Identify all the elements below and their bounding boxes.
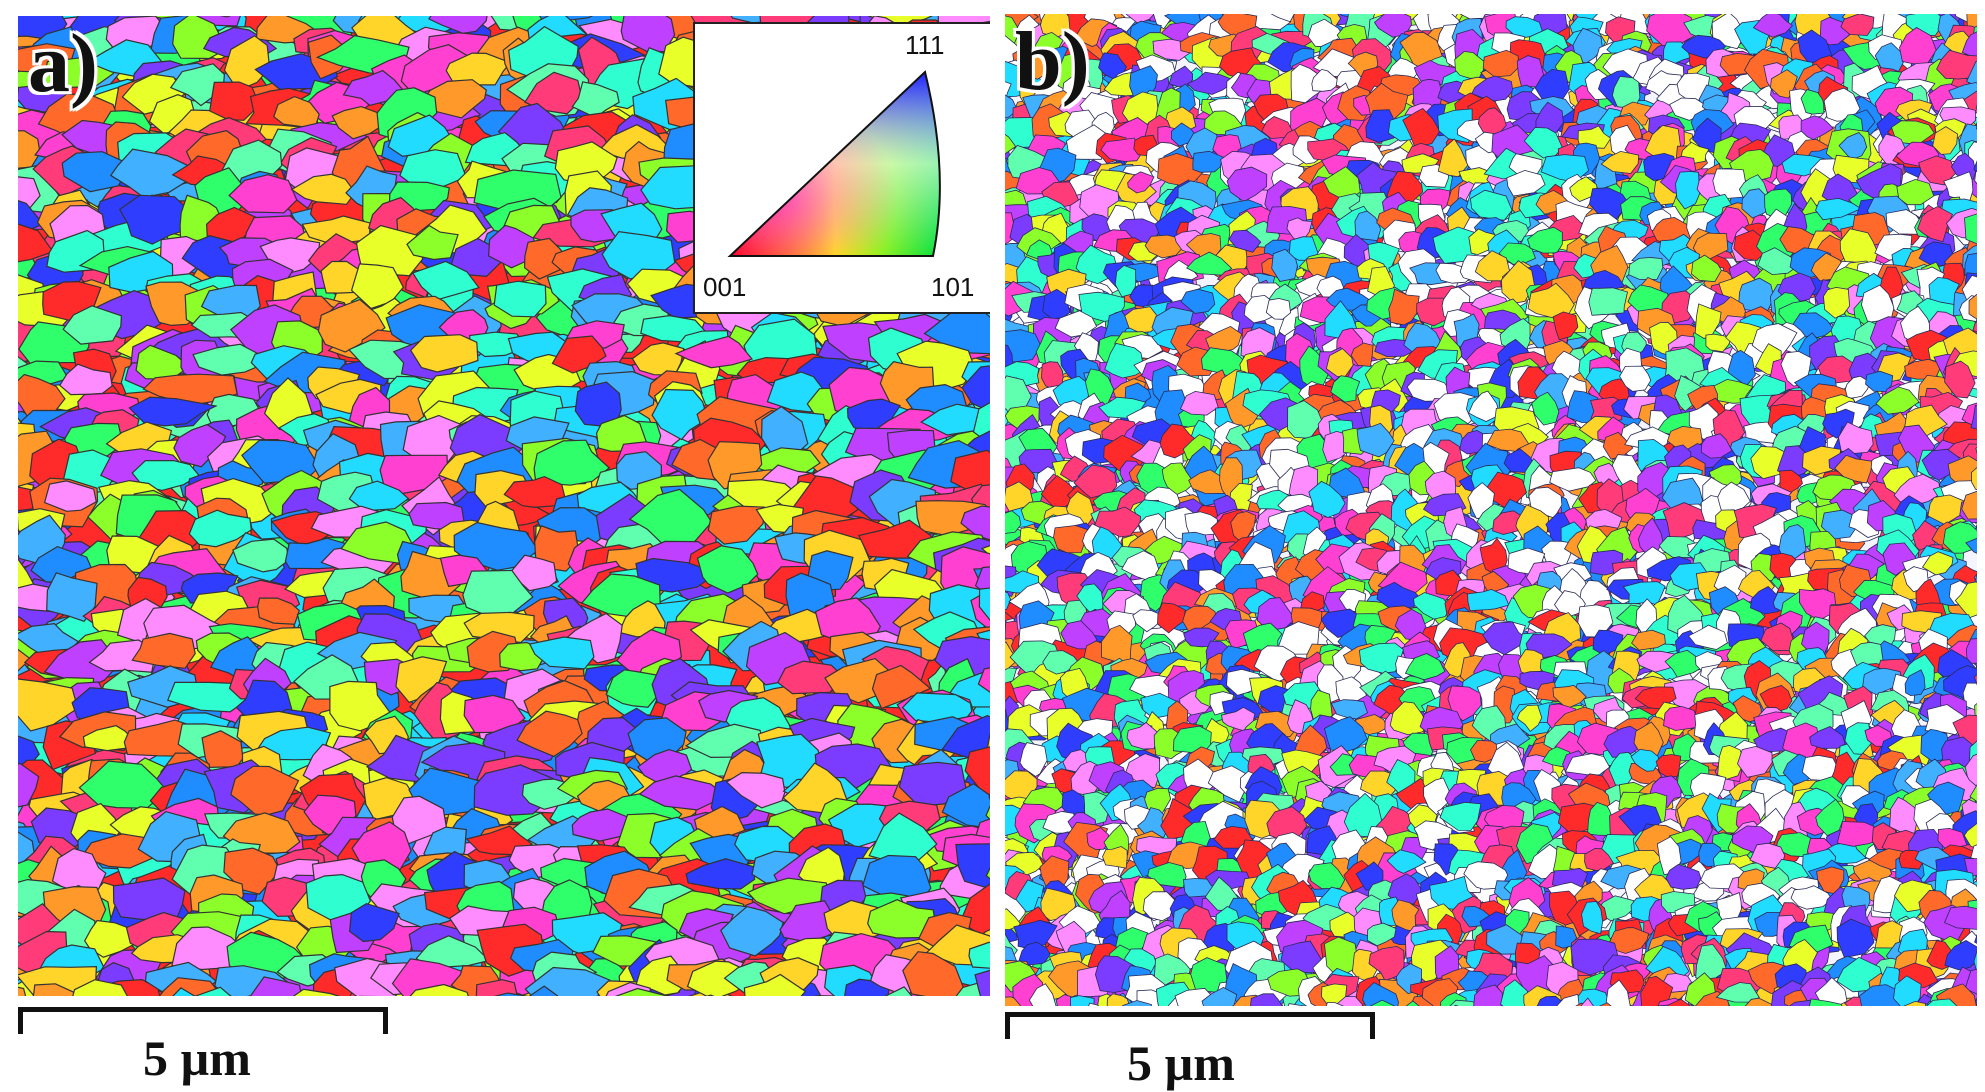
ebsd-map-a: a) [18,16,990,996]
legend-label-111: 111 [905,30,945,61]
ipf-legend: 111 001 101 [693,22,990,314]
panel-label-a: a) [28,22,98,106]
ebsd-map-b: b) [1005,14,1977,1006]
legend-label-101: 101 [931,272,974,303]
ipf-triangle-icon [695,24,990,312]
legend-label-001: 001 [703,272,746,303]
grain [1589,288,1628,316]
grain [114,878,185,919]
grain-map-b [1005,14,1977,1006]
